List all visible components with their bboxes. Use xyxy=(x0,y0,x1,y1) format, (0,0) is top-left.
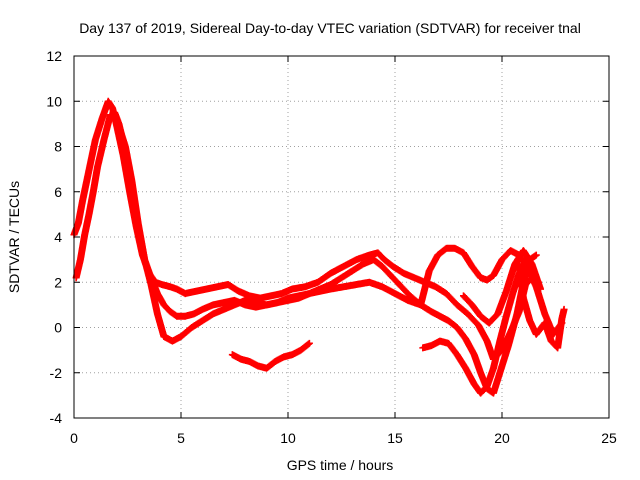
data-point-trail xyxy=(392,290,411,304)
data-point-trail xyxy=(496,343,512,376)
series-track-d xyxy=(228,339,313,372)
data-point-trail xyxy=(503,261,518,294)
x-axis-label: GPS time / hours xyxy=(287,457,394,473)
data-point-trail xyxy=(465,311,482,328)
data-point-trail xyxy=(554,316,566,351)
series-track-c xyxy=(111,109,566,345)
data-point-trail xyxy=(388,272,402,288)
data-point-trail xyxy=(460,250,475,269)
data-point-trail xyxy=(302,279,321,290)
data-point-trail xyxy=(520,248,535,267)
x-tick-label: 10 xyxy=(280,430,296,446)
data-point-trail xyxy=(471,352,484,376)
data-point-trail xyxy=(496,313,510,344)
data-point-trail xyxy=(524,266,540,290)
data-point xyxy=(305,339,313,347)
y-tick-label: 8 xyxy=(54,139,62,155)
data-point-trail xyxy=(462,336,478,358)
data-point-trail xyxy=(354,252,372,263)
data-point-trail xyxy=(100,112,114,143)
data-point-trail xyxy=(490,338,504,371)
x-tick-label: 20 xyxy=(494,430,510,446)
data-point-trail xyxy=(443,291,460,308)
data-point-trail xyxy=(89,164,101,195)
data-point-trail xyxy=(161,302,173,315)
data-point-trail xyxy=(147,282,161,317)
data-point-trail xyxy=(396,281,413,299)
data-point-trail xyxy=(469,263,484,281)
data-point-trail xyxy=(128,184,142,228)
y-tick-label: 4 xyxy=(54,229,62,245)
data-point-trail xyxy=(379,283,398,297)
data-point-trail xyxy=(460,293,475,308)
data-point-trail xyxy=(366,279,385,290)
data-point-trail xyxy=(134,223,148,262)
data-point-trail xyxy=(462,365,478,387)
data-point-trail xyxy=(122,148,136,190)
data-point-trail xyxy=(445,340,460,358)
data-point-trail xyxy=(77,232,88,262)
axis-ticks: 0 5 10 15 20 25 -4 -2 0 2 4 6 8 10 12 xyxy=(46,48,617,446)
y-tick-label: 12 xyxy=(46,48,62,64)
series-track-g xyxy=(459,247,545,327)
data-point-trail xyxy=(515,261,527,301)
data-point xyxy=(537,285,545,293)
data-point-trail xyxy=(490,257,505,278)
data-point-trail xyxy=(426,252,441,274)
data-point-trail xyxy=(94,137,108,170)
data-point-trail xyxy=(478,383,490,396)
data-point-trail xyxy=(115,121,129,154)
data-points xyxy=(70,97,568,397)
data-point-trail xyxy=(528,261,544,292)
x-tick-label: 15 xyxy=(387,430,403,446)
data-point xyxy=(532,251,540,259)
data-point-trail xyxy=(141,257,155,287)
data-point-trail xyxy=(178,324,195,340)
data-point-trail xyxy=(475,322,490,344)
y-tick-label: 10 xyxy=(46,93,62,109)
y-tick-label: 6 xyxy=(54,184,62,200)
y-tick-label: -4 xyxy=(50,410,63,426)
grid-lines xyxy=(74,56,609,418)
data-point xyxy=(560,305,568,313)
y-tick-label: 2 xyxy=(54,274,62,290)
data-point-trail xyxy=(341,256,359,270)
chart-title: Day 137 of 2019, Sidereal Day-to-day VTE… xyxy=(79,20,581,36)
data-point-trail xyxy=(379,263,394,279)
y-axis-label: SDTVAR / TECUs xyxy=(6,181,22,293)
data-point-trail xyxy=(494,288,510,317)
data-point-trail xyxy=(454,352,469,371)
data-point-trail xyxy=(454,325,469,342)
data-point-trail xyxy=(454,302,471,317)
data-point-trail xyxy=(315,270,334,286)
y-tick-label: -2 xyxy=(50,365,63,381)
data-point-trail xyxy=(469,302,484,319)
data-point-trail xyxy=(505,311,521,348)
x-tick-label: 25 xyxy=(601,430,617,446)
y-tick-label: 0 xyxy=(54,320,62,336)
data-point-trail xyxy=(328,263,347,277)
x-tick-label: 5 xyxy=(177,430,185,446)
series-track-f xyxy=(515,260,568,352)
data-point-trail xyxy=(417,268,433,308)
x-tick-label: 0 xyxy=(70,430,78,446)
data-point-trail xyxy=(375,250,387,263)
data-point-trail xyxy=(486,311,501,326)
